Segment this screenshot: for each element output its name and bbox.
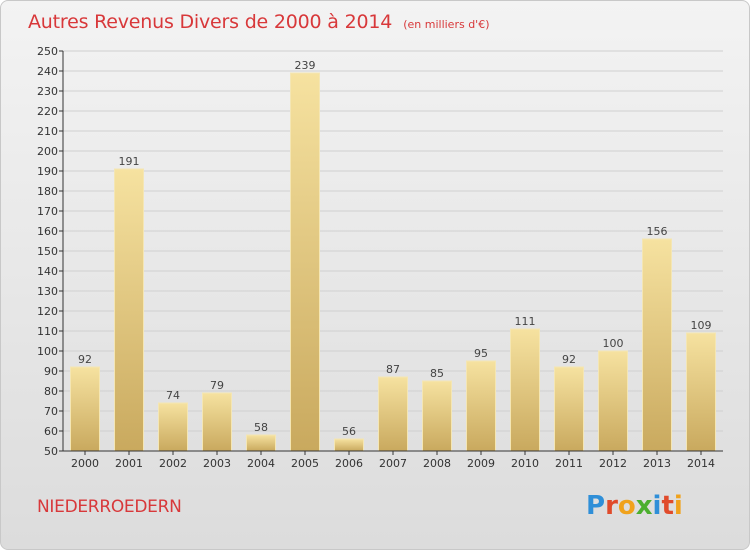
bar-value-label: 191 [119,155,140,168]
x-tick-label: 2014 [687,457,715,470]
y-tick-label: 240 [37,65,58,78]
bar-value-label: 156 [647,225,668,238]
x-tick-label: 2010 [511,457,539,470]
y-tick-label: 150 [37,245,58,258]
bars [70,72,716,452]
x-tick-label: 2003 [203,457,231,470]
axes [59,50,723,455]
x-tick-label: 2009 [467,457,495,470]
bar [70,366,100,452]
bar [686,332,716,452]
logo-letter: i [673,491,683,521]
y-tick-labels: 50 60 70 80 90 100 110 120 130 140 150 160 170 180 190… [37,45,58,458]
bar-value-label: 74 [166,389,180,402]
x-tick-label: 2000 [71,457,99,470]
y-tick-label: 230 [37,85,58,98]
city-name: NIEDERROEDERN [37,497,182,517]
logo-letter: t [661,491,674,521]
bar [510,328,540,452]
logo-letter: o [617,491,636,521]
bar-value-label: 111 [515,315,536,328]
bar-value-label: 92 [78,353,92,366]
bar [598,350,628,452]
y-tick-label: 250 [37,45,58,58]
bar-value-label: 79 [210,379,224,392]
bar [466,360,496,452]
bar-value-label: 100 [603,337,624,350]
y-tick-label: 220 [37,105,58,118]
bar [334,438,364,452]
bar-value-labels: 92 191 74 79 58 239 56 87 85 95 111 92 100 156 109 [78,59,712,438]
y-tick-label: 180 [37,185,58,198]
x-tick-label: 2007 [379,457,407,470]
bar-value-label: 87 [386,363,400,376]
x-tick-label: 2012 [599,457,627,470]
bar-value-label: 58 [254,421,268,434]
bar-value-label: 95 [474,347,488,360]
y-tick-label: 50 [44,445,58,458]
y-tick-label: 60 [44,425,58,438]
y-tick-label: 190 [37,165,58,178]
bar [642,238,672,452]
y-tick-label: 120 [37,305,58,318]
logo-letter: r [605,491,618,521]
y-tick-label: 130 [37,285,58,298]
x-tick-label: 2002 [159,457,187,470]
title-line: Autres Revenus Divers de 2000 à 2014 (en… [28,11,490,33]
chart-title: Autres Revenus Divers de 2000 à 2014 [28,11,393,33]
y-tick-label: 200 [37,145,58,158]
x-tick-label: 2001 [115,457,143,470]
bar-value-label: 85 [430,367,444,380]
bar-value-label: 239 [295,59,316,72]
bar [378,376,408,452]
chart-unit-note: (en milliers d'€) [403,18,490,31]
logo-letter: i [652,491,662,521]
y-tick-label: 90 [44,365,58,378]
bar [114,168,144,452]
y-tick-label: 110 [37,325,58,338]
y-tick-label: 80 [44,385,58,398]
bar-value-label: 92 [562,353,576,366]
x-tick-label: 2008 [423,457,451,470]
x-tick-label: 2011 [555,457,583,470]
x-tick-labels: 2000 2001 2002 2003 2004 2005 2006 2007 2008 2009… [71,457,715,470]
x-tick-label: 2013 [643,457,671,470]
y-tick-label: 100 [37,345,58,358]
y-tick-label: 160 [37,225,58,238]
logo-letter: P [586,491,606,521]
y-tick-label: 170 [37,205,58,218]
bar [202,392,232,452]
bar-value-label: 109 [691,319,712,332]
bar [246,434,276,452]
y-tick-label: 70 [44,405,58,418]
bar [290,72,320,452]
bar [554,366,584,452]
proxiti-logo: Proxiti [586,491,683,521]
bar-value-label: 56 [342,425,356,438]
bar [158,402,188,452]
y-tick-label: 210 [37,125,58,138]
bar [422,380,452,452]
x-tick-label: 2005 [291,457,319,470]
x-tick-label: 2006 [335,457,363,470]
x-tick-label: 2004 [247,457,275,470]
y-tick-label: 140 [37,265,58,278]
logo-letter: x [635,491,653,521]
